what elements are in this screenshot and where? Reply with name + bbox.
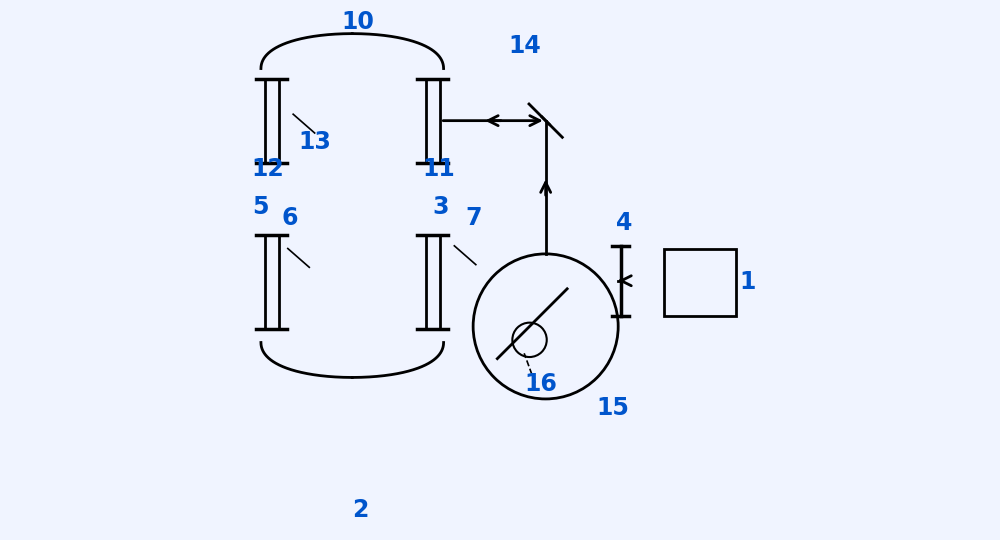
Text: 2: 2 <box>352 498 369 523</box>
Text: 10: 10 <box>342 10 374 33</box>
Text: 12: 12 <box>252 157 285 181</box>
Text: 15: 15 <box>597 396 630 421</box>
Text: 11: 11 <box>422 157 455 181</box>
Text: 13: 13 <box>299 131 331 154</box>
Text: 16: 16 <box>524 372 557 396</box>
Text: 6: 6 <box>281 206 298 230</box>
Text: 4: 4 <box>616 211 632 235</box>
Text: 3: 3 <box>433 195 449 219</box>
Text: 5: 5 <box>252 195 268 219</box>
Text: 14: 14 <box>508 34 541 58</box>
Bar <box>664 248 736 316</box>
Text: 7: 7 <box>465 206 482 230</box>
Text: 1: 1 <box>739 270 755 294</box>
